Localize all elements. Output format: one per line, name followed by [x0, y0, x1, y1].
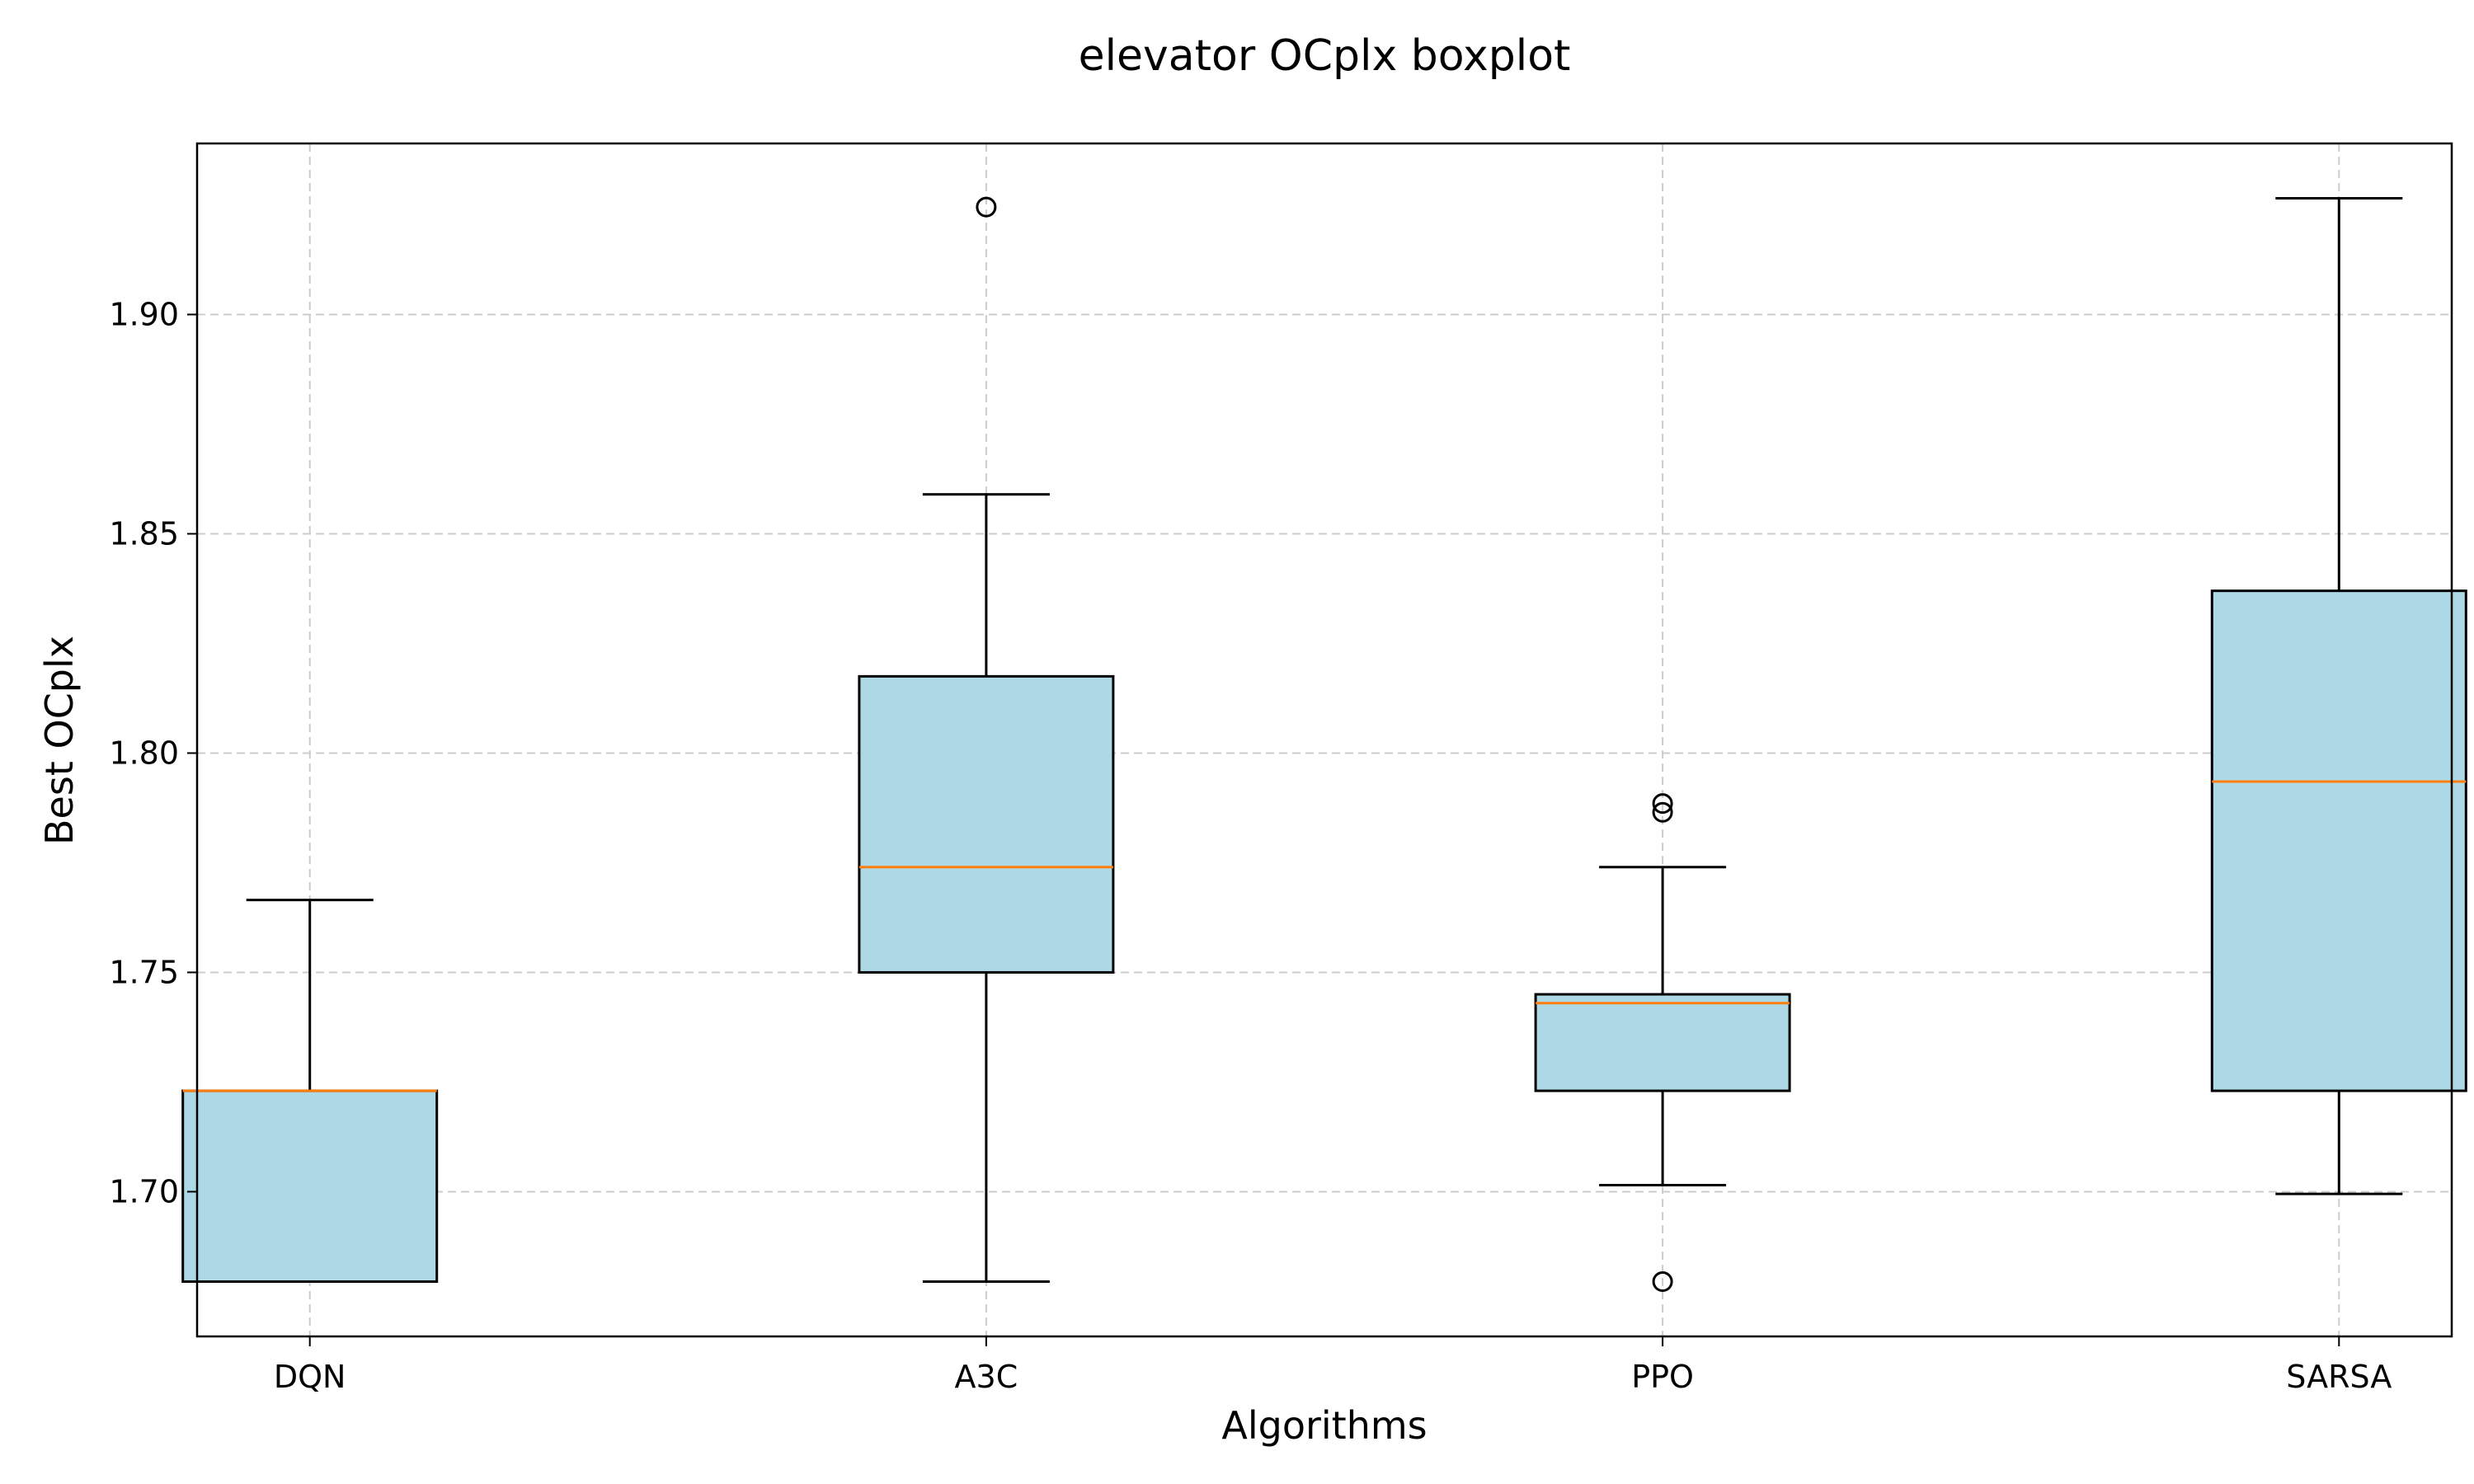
iqr-box: [1534, 993, 1791, 1092]
y-tick-label: 1.90: [109, 296, 179, 332]
box-sarsa: [2210, 196, 2467, 1195]
x-tick-label: A3C: [955, 1359, 1018, 1395]
x-tick-label: DQN: [274, 1359, 346, 1395]
x-tick-label: SARSA: [2286, 1359, 2392, 1395]
iqr-box: [2210, 589, 2467, 1092]
box-a3c: [858, 196, 1115, 1284]
tick-layer: 1.70 1.75 1.80 1.85 1.90 DQN A3C PPO SARSA: [109, 296, 2392, 1395]
y-axis-label: Best OCplx: [37, 636, 82, 845]
iqr-box: [181, 1089, 439, 1284]
box-dqn: [181, 899, 439, 1284]
y-tick-label: 1.85: [109, 515, 179, 552]
y-tick-label: 1.70: [109, 1173, 179, 1209]
y-tick-label: 1.80: [109, 735, 179, 771]
y-tick-label: 1.75: [109, 954, 179, 990]
outlier-point: [1652, 793, 1673, 815]
box-ppo: [1534, 793, 1791, 1293]
outlier-point: [1652, 1271, 1673, 1293]
box-layer: [181, 196, 2467, 1293]
x-axis-label: Algorithms: [1221, 1403, 1427, 1448]
iqr-box: [858, 674, 1115, 974]
outlier-point: [1652, 801, 1673, 823]
chart-title: elevator OCplx boxplot: [1079, 31, 1571, 81]
x-tick-label: PPO: [1631, 1359, 1694, 1395]
outlier-point: [976, 196, 997, 218]
plot-frame: [195, 142, 2453, 1338]
